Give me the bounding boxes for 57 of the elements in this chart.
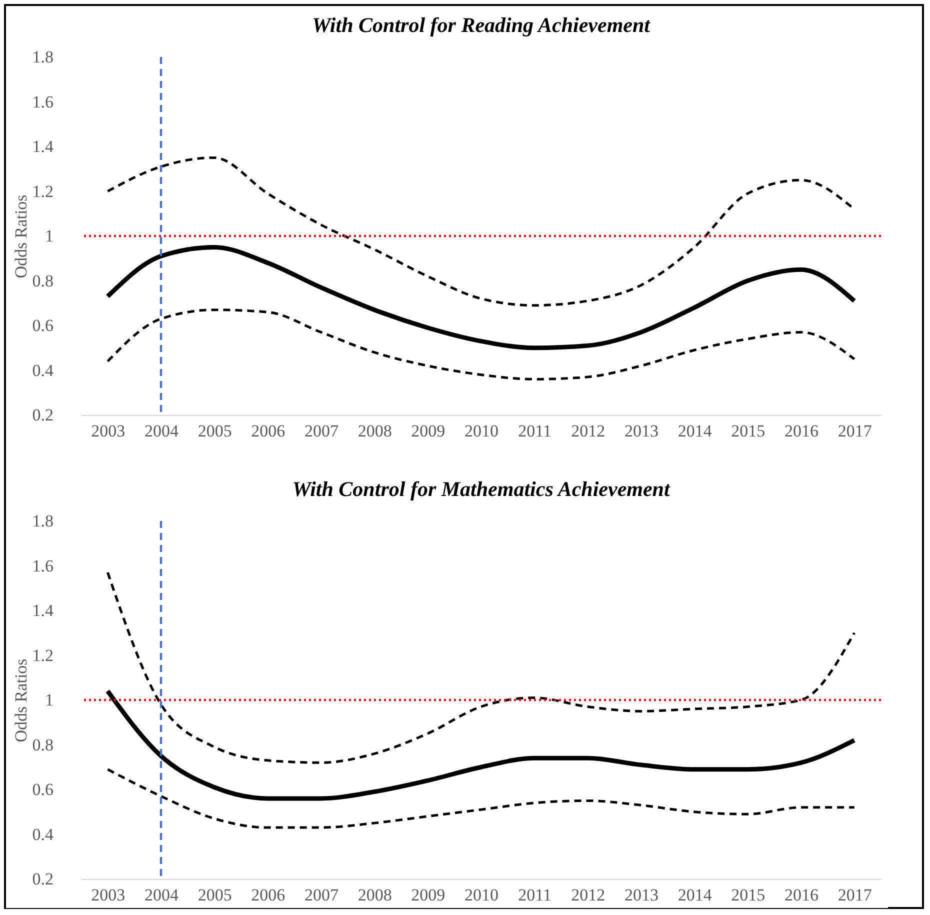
y-tick-label: 0.8 [32, 735, 54, 754]
x-tick-label: 2006 [251, 422, 286, 440]
y-tick-label: 0.6 [32, 316, 54, 335]
y-tick-label: 1.8 [32, 512, 54, 530]
x-tick-label: 2010 [464, 422, 498, 440]
y-tick-label: 1.2 [32, 182, 54, 201]
y-axis-title: Odds Ratios [11, 658, 30, 742]
chart-title: With Control for Reading Achievement [312, 13, 652, 37]
y-tick-label: 1.2 [32, 646, 54, 665]
y-tick-label: 1 [45, 226, 54, 246]
line-series [105, 688, 857, 801]
x-tick-label: 2005 [198, 886, 232, 904]
y-tick-label: 0.4 [32, 360, 54, 380]
x-tick-label: 2016 [784, 886, 818, 904]
y-axis-title: Odds Ratios [11, 194, 30, 278]
line-series [105, 244, 857, 350]
y-tick-label: 0.4 [32, 824, 54, 844]
x-tick-label: 2012 [571, 886, 606, 904]
x-tick-label: 2008 [358, 422, 392, 440]
x-tick-label: 2007 [304, 422, 339, 440]
x-tick-label: 2015 [731, 422, 766, 440]
x-tick-label: 2005 [198, 422, 232, 440]
y-tick-label: 1.6 [32, 556, 54, 576]
x-tick-label: 2004 [144, 886, 179, 904]
x-tick-label: 2017 [838, 422, 872, 440]
y-tick-label: 0.6 [32, 780, 54, 799]
x-tick-label: 2011 [518, 422, 552, 440]
x-tick-label: 2013 [624, 422, 658, 440]
x-tick-label: 2016 [784, 422, 818, 440]
y-tick-label: 1.8 [32, 48, 54, 66]
line-series [106, 571, 856, 764]
y-tick-label: 1.4 [32, 137, 54, 156]
x-tick-label: 2009 [411, 886, 446, 904]
x-tick-label: 2014 [678, 886, 712, 904]
x-tick-label: 2004 [144, 422, 179, 440]
x-tick-label: 2003 [91, 886, 126, 904]
x-tick-label: 2017 [838, 886, 872, 904]
x-tick-label: 2015 [731, 886, 766, 904]
x-tick-label: 2012 [571, 422, 606, 440]
x-tick-label: 2011 [518, 886, 552, 904]
y-tick-label: 0.8 [32, 271, 54, 290]
y-tick-label: 1.4 [32, 601, 54, 620]
x-tick-label: 2013 [624, 886, 658, 904]
x-tick-label: 2009 [411, 422, 446, 440]
x-tick-label: 2007 [304, 886, 339, 904]
y-tick-label: 0.2 [32, 870, 54, 888]
y-tick-label: 1 [45, 690, 54, 710]
chart-title: With Control for Mathematics Achievement [292, 477, 671, 501]
x-tick-label: 2014 [678, 422, 712, 440]
x-tick-label: 2003 [91, 422, 126, 440]
x-tick-label: 2008 [358, 886, 392, 904]
line-series [106, 308, 856, 380]
y-tick-label: 1.6 [32, 92, 54, 112]
x-tick-label: 2006 [251, 886, 286, 904]
x-tick-label: 2010 [464, 886, 498, 904]
line-series [106, 768, 856, 829]
y-tick-label: 0.2 [32, 406, 54, 424]
